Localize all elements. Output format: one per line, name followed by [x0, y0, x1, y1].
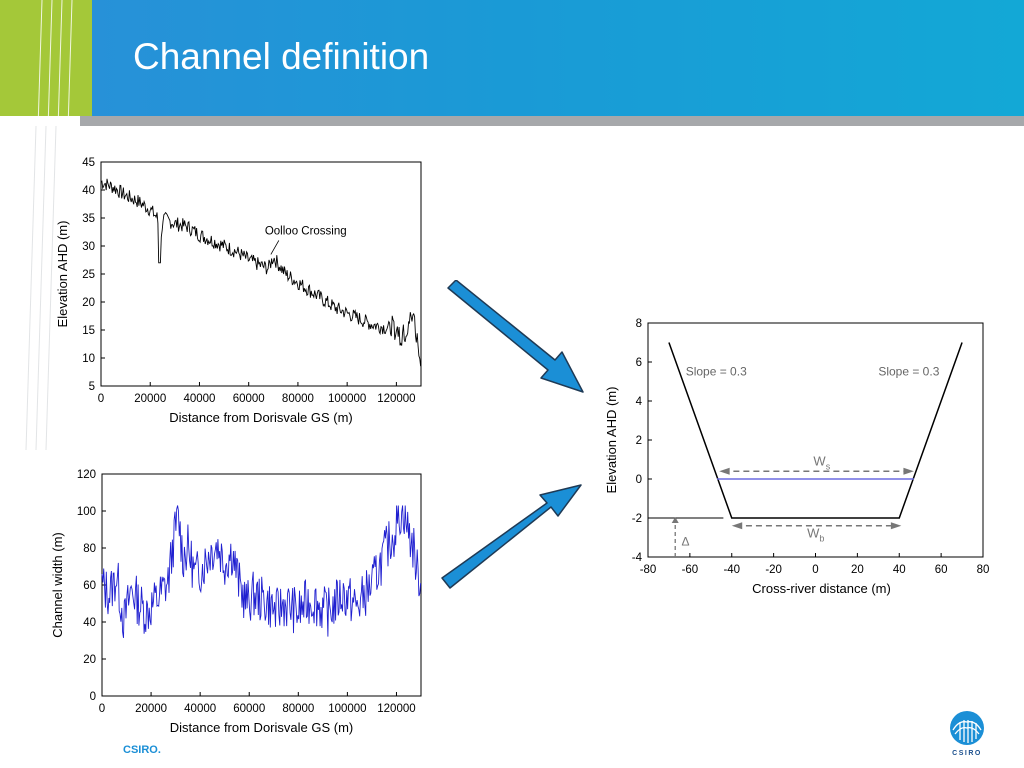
y-tick-label: 60	[83, 580, 96, 592]
csiro-logo: CSIRO	[950, 711, 984, 757]
ws-label: Ws	[813, 453, 830, 471]
x-tick-label: 60	[935, 564, 948, 576]
plot-frame	[100, 161, 422, 387]
y-tick-label: 8	[636, 318, 642, 330]
wb-arrowhead-left	[731, 522, 743, 530]
title-bar	[0, 0, 1024, 116]
annotation-oolloo-crossing: Oolloo Crossing	[265, 225, 347, 237]
y-tick-label: 100	[77, 506, 96, 518]
x-tick-label: -20	[765, 564, 782, 576]
channel-width-series-line	[101, 505, 422, 638]
delta-label: Δ	[682, 534, 690, 548]
x-tick-label: 120000	[377, 703, 415, 715]
arrow-up-right	[441, 484, 582, 589]
x-axis-label: Cross-river distance (m)	[752, 581, 891, 596]
y-tick-label: 0	[90, 691, 96, 703]
decorative-lines	[25, 0, 73, 450]
channel-profile-line	[668, 342, 963, 519]
y-tick-label: -2	[632, 513, 642, 525]
title-underline	[80, 116, 1024, 126]
y-tick-label: 6	[636, 357, 642, 369]
title-bar-accent	[0, 0, 92, 116]
x-tick-label: 80	[977, 564, 990, 576]
y-tick-label: -4	[632, 552, 643, 564]
x-tick-label: 40000	[183, 393, 215, 405]
x-tick-label: 120000	[377, 393, 415, 405]
x-tick-label: 20	[851, 564, 864, 576]
x-tick-label: 40000	[184, 703, 216, 715]
elevation-series-line	[100, 178, 422, 367]
y-axis-label: Elevation AHD (m)	[55, 221, 70, 328]
y-tick-label: 2	[636, 435, 642, 447]
annotation-leader	[270, 240, 280, 255]
x-tick-label: -60	[682, 564, 699, 576]
y-axis-label: Channel width (m)	[50, 532, 65, 638]
delta-arrowhead	[671, 517, 679, 523]
ws-arrowhead-right	[903, 467, 914, 475]
x-tick-label: 60000	[233, 393, 265, 405]
x-tick-label: -40	[723, 564, 740, 576]
y-tick-label: 30	[82, 241, 95, 253]
x-tick-label: 0	[812, 564, 818, 576]
x-tick-label: 0	[99, 703, 105, 715]
y-axis-label: Elevation AHD (m)	[604, 387, 619, 494]
y-tick-label: 15	[82, 325, 95, 337]
x-tick-label: 100000	[328, 703, 366, 715]
slope-right-label: Slope = 0.3	[878, 365, 939, 379]
y-tick-label: 20	[83, 654, 96, 666]
x-tick-label: -80	[640, 564, 657, 576]
x-tick-label: 80000	[282, 703, 314, 715]
y-tick-label: 80	[83, 543, 96, 555]
x-axis-label: Distance from Dorisvale GS (m)	[170, 720, 353, 735]
y-tick-label: 10	[82, 353, 95, 365]
y-tick-label: 20	[82, 297, 95, 309]
x-axis-label: Distance from Dorisvale GS (m)	[169, 410, 352, 425]
wb-subscript: b	[819, 534, 824, 544]
x-tick-label: 100000	[328, 393, 366, 405]
y-tick-label: 0	[636, 474, 642, 486]
elevation-profile-chart: 5 10 15 20 25 30 35 40 45 0 20000 40000 60000 80000 10…	[55, 157, 422, 425]
x-tick-label: 20000	[134, 393, 166, 405]
arrow-down-right	[447, 280, 584, 393]
y-tick-label: 40	[82, 185, 95, 197]
y-tick-label: 25	[82, 269, 95, 281]
y-tick-label: 45	[82, 157, 95, 169]
wb-arrowhead-right	[890, 522, 902, 530]
plot-frame	[647, 322, 984, 558]
channel-width-chart: 0 20 40 60 80 100 120 0 20000 40000 60000 80000 1000…	[50, 469, 422, 735]
y-tick-label: 120	[77, 469, 96, 481]
wb-label: Wb	[807, 526, 824, 544]
x-tick-label: 80000	[282, 393, 314, 405]
arrows	[441, 280, 584, 589]
y-tick-label: 4	[636, 396, 643, 408]
ws-arrowhead-left	[719, 467, 730, 475]
y-tick-label: 40	[83, 617, 96, 629]
footer-brand-text: CSIRO.	[123, 744, 161, 756]
ws-subscript: s	[826, 461, 831, 471]
x-tick-label: 60000	[233, 703, 265, 715]
x-tick-label: 20000	[135, 703, 167, 715]
x-tick-label: 40	[893, 564, 906, 576]
y-tick-label: 5	[89, 381, 95, 393]
slide-title: Channel definition	[133, 36, 430, 77]
logo-text: CSIRO	[952, 750, 982, 757]
slope-left-label: Slope = 0.3	[686, 365, 747, 379]
x-tick-label: 0	[98, 393, 104, 405]
y-tick-label: 35	[82, 213, 95, 225]
